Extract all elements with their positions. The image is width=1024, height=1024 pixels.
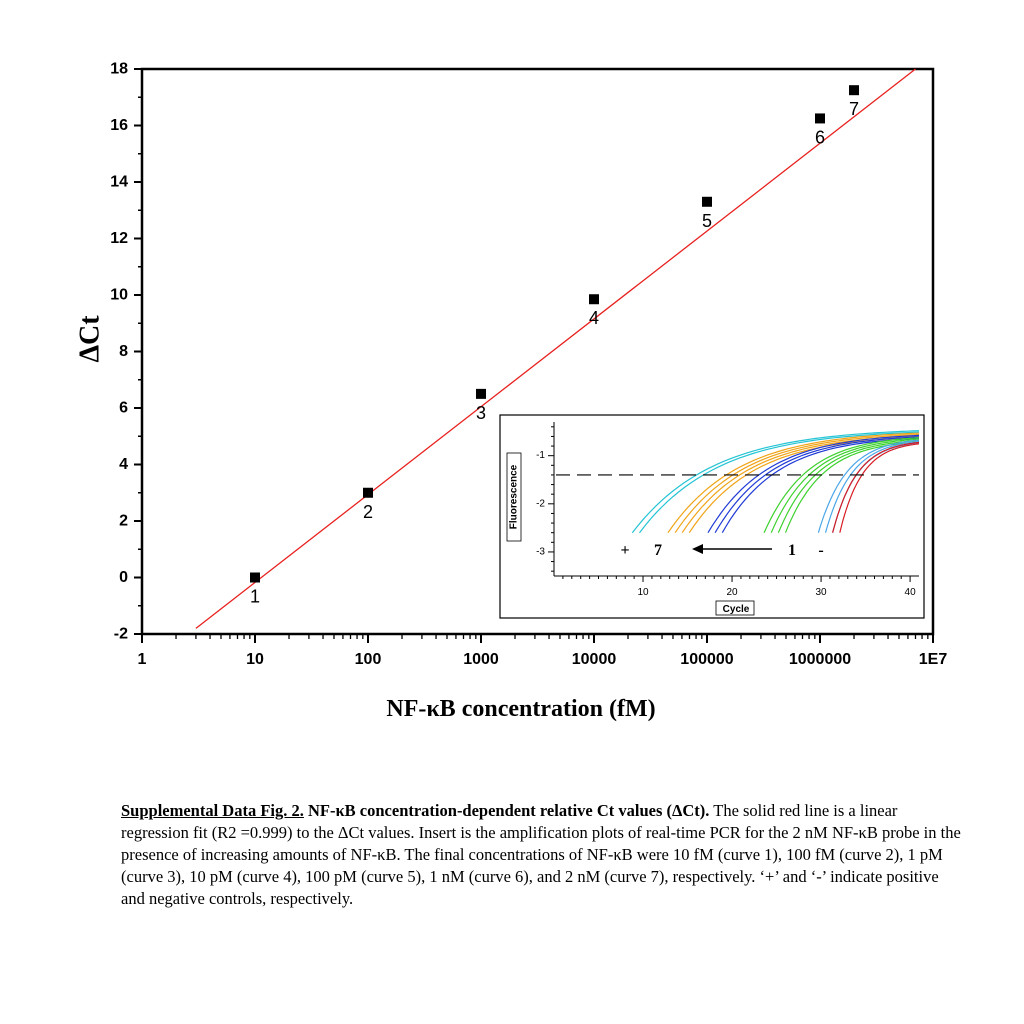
- y-tick-label: 4: [119, 456, 128, 473]
- data-point-label-4: 4: [589, 308, 599, 328]
- data-point-6: [815, 113, 825, 124]
- amplification-curve: [707, 434, 920, 534]
- data-points: 1 2 3 4 5 6 7: [250, 85, 860, 607]
- curve-1-label: 1: [788, 542, 796, 559]
- data-point-label-5: 5: [702, 211, 712, 231]
- data-point-label-6: 6: [815, 127, 825, 147]
- x-tick-label: 1000000: [789, 651, 851, 668]
- y-tick-label: -2: [114, 626, 128, 643]
- y-tick-label: 10: [110, 287, 128, 304]
- x-tick-label: 10: [246, 651, 264, 668]
- amplification-curve: [667, 432, 920, 534]
- positive-control-label: +: [620, 542, 629, 559]
- inset-y-title-box: [506, 452, 522, 542]
- amplification-curve: [817, 439, 920, 533]
- data-point-label-1: 1: [250, 587, 260, 607]
- amplification-curve: [714, 436, 920, 534]
- amplification-curve: [763, 437, 920, 533]
- negative-control-label: -: [818, 542, 823, 559]
- data-point-2: [363, 487, 373, 498]
- x-tick-label: 1000: [463, 651, 499, 668]
- y-tick-label: 0: [119, 569, 128, 586]
- inset-x-tick-label: 30: [816, 587, 828, 598]
- inset-x-tick-label: 40: [905, 587, 917, 598]
- x-tick-label: 1E7: [919, 651, 948, 668]
- data-point-3: [476, 388, 486, 399]
- caption-body: The solid red line is a linear regressio…: [121, 801, 961, 908]
- inset-curves: [631, 430, 920, 534]
- amplification-curve: [824, 440, 920, 533]
- data-point-4: [589, 294, 599, 305]
- inset-axes: -3-2-110 20 30 40: [536, 422, 919, 598]
- data-point-label-3: 3: [476, 403, 486, 423]
- amplification-curve: [639, 431, 920, 534]
- y-axis: -2 0 2 4 6 8 10 12 14 16 18: [110, 61, 142, 643]
- inset-chart: -3-2-110 20 30 40 Fluorescence Cycle + 7 1 …: [499, 414, 925, 619]
- x-tick-label: 10000: [572, 651, 617, 668]
- x-tick-label: 100000: [680, 651, 733, 668]
- amplification-curve: [631, 430, 920, 534]
- fit-line: [195, 68, 916, 629]
- y-tick-label: 14: [110, 174, 128, 191]
- arrow-head: [692, 544, 703, 554]
- caption-title: NF-κB concentration-dependent relative C…: [308, 801, 710, 820]
- amplification-curve: [832, 441, 920, 533]
- y-axis-title: ΔCt: [75, 315, 106, 363]
- x-tick-label: 1: [138, 651, 147, 668]
- data-point-label-7: 7: [849, 99, 859, 119]
- y-tick-label: 2: [119, 513, 128, 530]
- amplification-curve: [784, 441, 920, 533]
- amplification-curve: [777, 439, 920, 533]
- data-point-7: [849, 85, 860, 96]
- inset-y-tick-label: -2: [536, 498, 545, 509]
- amplification-curve: [839, 443, 920, 533]
- amplification-curve: [674, 433, 920, 534]
- inset-y-axis-title: Fluorescence: [509, 464, 520, 529]
- inset-x-axis-title: Cycle: [723, 604, 750, 615]
- caption-label: Supplemental Data Fig. 2.: [121, 801, 304, 820]
- inset-x-tick-label: 20: [726, 587, 738, 598]
- x-axis: 1 10 100 1000 10000 100000 1000000 1E7: [138, 634, 948, 668]
- inset-y-tick-label: -3: [536, 546, 545, 557]
- figure-caption: Supplemental Data Fig. 2. NF-κB concentr…: [121, 800, 966, 910]
- y-tick-label: 12: [110, 230, 128, 247]
- y-tick-label: 6: [119, 400, 128, 417]
- x-axis-title: NF-κB concentration (fM): [386, 696, 655, 722]
- y-tick-label: 16: [110, 117, 128, 134]
- data-point-5: [702, 196, 712, 207]
- y-tick-label: 8: [119, 343, 128, 360]
- y-tick-label: 18: [110, 61, 128, 78]
- inset-y-tick-label: -1: [536, 450, 545, 461]
- amplification-curve: [770, 438, 920, 533]
- inset-x-tick-label: 10: [637, 587, 649, 598]
- data-point-1: [250, 572, 260, 583]
- x-tick-label: 100: [355, 651, 382, 668]
- inset-frame: [499, 414, 925, 619]
- fit-line-group: [195, 68, 916, 629]
- curve-7-label: 7: [654, 542, 662, 559]
- data-point-label-2: 2: [363, 502, 373, 522]
- inset-x-title-box: [715, 600, 755, 616]
